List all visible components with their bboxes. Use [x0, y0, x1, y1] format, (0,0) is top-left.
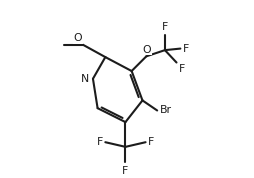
- Text: F: F: [183, 44, 189, 54]
- Text: F: F: [122, 166, 129, 176]
- Text: O: O: [73, 33, 82, 43]
- Text: F: F: [148, 137, 154, 147]
- Text: F: F: [97, 137, 103, 147]
- Text: N: N: [81, 74, 89, 84]
- Text: F: F: [162, 22, 168, 32]
- Text: Br: Br: [160, 106, 171, 116]
- Text: O: O: [143, 45, 151, 55]
- Text: F: F: [179, 64, 185, 74]
